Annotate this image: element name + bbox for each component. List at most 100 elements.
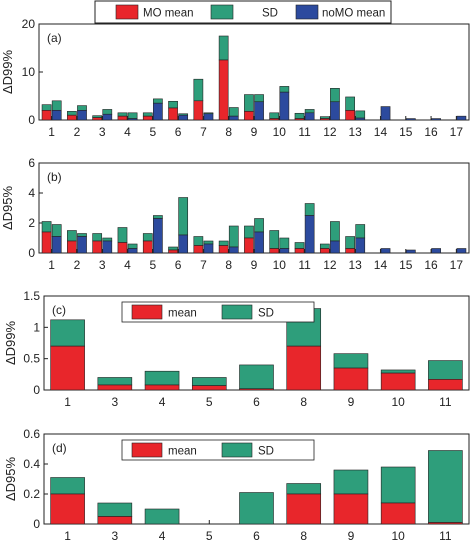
mo-mean-bar (117, 115, 128, 121)
sd-bar (50, 319, 85, 347)
mo-mean-bar (244, 111, 254, 121)
x-tick-label: 8 (225, 258, 232, 272)
nomo-mean-bar (330, 101, 340, 121)
x-tick-label: 3 (99, 125, 106, 139)
y-tick-label: 0 (28, 246, 35, 260)
nomo-mean-bar (405, 249, 416, 254)
x-tick-label: 4 (124, 258, 131, 272)
x-tick-label: 15 (399, 125, 413, 139)
x-tick-label: 10 (391, 529, 405, 543)
panel-d: 0 0.2 0.4 0.6 ΔD95% (d) 1 3 4 5 6 8 9 10 11 mean SD (3, 427, 470, 543)
y-tick-label: 0 (33, 383, 40, 397)
mean-bar (50, 345, 85, 391)
mo-mean-bar (244, 237, 254, 254)
sd-bar (218, 240, 229, 246)
mo-mean-bar (92, 117, 103, 121)
sd-bar (269, 112, 280, 119)
sd-bar (203, 240, 214, 245)
sd-bar (239, 364, 274, 390)
x-tick-label: 4 (124, 125, 131, 139)
y-tick-label: 0 (33, 517, 40, 531)
mean-bar (428, 379, 463, 391)
sd-bar (279, 86, 290, 93)
mean-bar (428, 522, 463, 525)
y-tick-label: 0.5 (23, 352, 40, 366)
sd-bar (50, 477, 85, 495)
sd-bar (77, 105, 87, 111)
y-tick-label: 1.5 (23, 289, 40, 303)
sd-bar (228, 107, 239, 117)
sd-bar (127, 243, 138, 249)
sd-bar (228, 225, 239, 248)
nomo-mean-bar (102, 113, 113, 121)
sd-bar (294, 242, 305, 249)
legend-swatch-sd (210, 4, 234, 20)
x-tick-label: 1 (48, 258, 55, 272)
mo-mean-bar (345, 110, 355, 121)
legend-label-mean: mean (168, 446, 197, 458)
nomo-mean-bar (456, 115, 467, 121)
mean-bar (97, 384, 133, 391)
x-tick-label: 5 (206, 529, 213, 543)
mean-bar (333, 493, 369, 525)
mo-mean-bar (67, 114, 77, 121)
sd-bar (345, 96, 355, 111)
sd-bar (380, 466, 416, 504)
sd-bar (330, 221, 340, 242)
x-tick-label: 8 (225, 125, 232, 139)
sd-bar (97, 502, 133, 517)
x-tick-label: 5 (149, 125, 156, 139)
nomo-mean-bar (431, 118, 441, 121)
sd-bar (239, 492, 274, 525)
x-tick-label: 4 (159, 529, 166, 543)
sd-bar (153, 98, 163, 104)
nomo-mean-bar (228, 115, 239, 121)
sd-bar (279, 237, 290, 249)
x-tick-label: 3 (111, 395, 118, 409)
x-tick-label: 5 (206, 395, 213, 409)
sd-bar (218, 35, 229, 61)
mo-mean-bar (142, 240, 153, 254)
legend-label-nomo-mean: noMO mean (322, 8, 385, 20)
x-tick-label: 9 (251, 258, 258, 272)
y-axis-label: ΔD95% (3, 457, 18, 502)
sd-bar (178, 197, 189, 236)
panel-label: (b) (47, 170, 62, 184)
panel-legend-box (121, 439, 315, 461)
sd-bar (51, 224, 62, 237)
x-tick-label: 3 (111, 529, 118, 543)
y-tick-label: 10 (22, 65, 36, 79)
sd-bar (97, 377, 133, 386)
y-tick-label: 6 (28, 156, 35, 170)
mo-mean-bar (269, 248, 280, 254)
x-tick-label: 14 (374, 258, 388, 272)
sd-bar (330, 88, 340, 103)
nomo-mean-bar (279, 248, 290, 254)
x-tick-label: 14 (374, 125, 388, 139)
x-tick-label: 16 (424, 258, 438, 272)
panel-legend-box (121, 301, 315, 323)
legend-swatch-mean (131, 442, 163, 458)
nomo-mean-bar (153, 102, 163, 121)
nomo-mean-bar (178, 114, 189, 121)
sd-bar (319, 243, 330, 249)
y-axis-label: ΔD99% (3, 321, 18, 366)
sd-bar (102, 109, 113, 115)
mo-mean-bar (92, 240, 103, 254)
panel-label: (c) (52, 303, 66, 317)
legend-label-sd: SD (258, 446, 274, 458)
x-tick-label: 1 (48, 125, 55, 139)
x-tick-label: 12 (323, 125, 337, 139)
sd-bar (117, 227, 128, 243)
legend-swatch-sd (221, 442, 253, 458)
mo-mean-bar (294, 248, 305, 254)
x-tick-label: 9 (251, 125, 258, 139)
legend-swatch-mo-mean (115, 4, 139, 20)
x-tick-label: 7 (200, 125, 207, 139)
nomo-mean-bar (355, 237, 366, 254)
nomo-mean-bar (254, 231, 264, 254)
x-tick-label: 5 (149, 258, 156, 272)
nomo-mean-bar (51, 110, 62, 121)
mean-bar (380, 502, 416, 525)
